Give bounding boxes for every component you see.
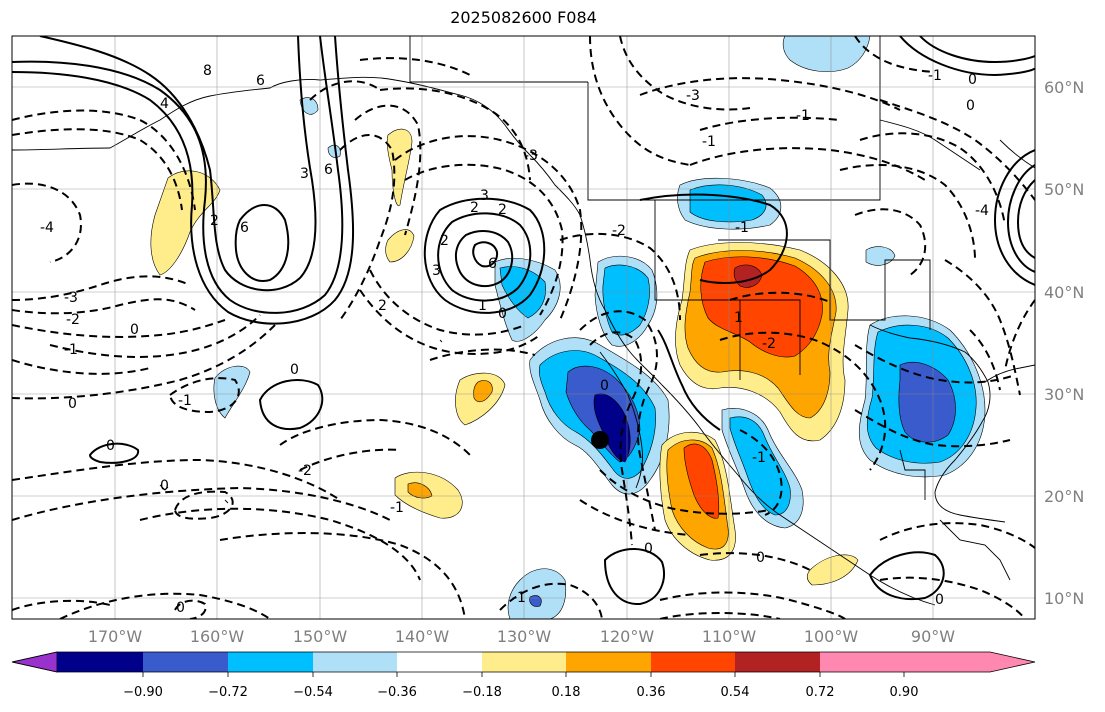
contour-label: 3 bbox=[300, 166, 309, 182]
contour-label: 2 bbox=[210, 213, 219, 229]
colorbar-segment bbox=[397, 652, 482, 672]
contour-label: -3 bbox=[524, 148, 538, 164]
contour-label: 0 bbox=[290, 362, 299, 378]
colorbar-tick-label: −0.36 bbox=[377, 685, 417, 700]
colorbar-tick-label: −0.90 bbox=[123, 685, 163, 700]
coastlines bbox=[12, 36, 1035, 606]
latitude-axis: 60°N 50°N 40°N 30°N 20°N 10°N bbox=[1044, 78, 1084, 608]
map-title: 2025082600 F084 bbox=[450, 8, 597, 27]
contour-label: 2 bbox=[498, 202, 507, 218]
contour-label: 6 bbox=[324, 162, 333, 178]
contour-label: 2 bbox=[378, 298, 387, 314]
lon-label: 120°W bbox=[600, 627, 655, 646]
contour-label: -1 bbox=[64, 342, 78, 358]
colorbar-segment bbox=[482, 652, 566, 672]
colorbar-tick-label: −0.18 bbox=[462, 685, 502, 700]
contour-label: 0 bbox=[968, 72, 977, 88]
contour-label: 0 bbox=[644, 541, 653, 557]
lon-label: 150°W bbox=[293, 627, 348, 646]
contour-label: -3 bbox=[64, 290, 78, 306]
contour-label: -4 bbox=[40, 220, 54, 236]
lat-label: 30°N bbox=[1044, 385, 1084, 404]
positive-contours bbox=[12, 36, 1035, 606]
contour-label: 0 bbox=[68, 396, 77, 412]
colorbar-tick-label: −0.72 bbox=[208, 685, 248, 700]
colorbar-segment bbox=[566, 652, 651, 672]
negative-contours bbox=[12, 36, 1035, 619]
lon-label: 140°W bbox=[395, 627, 450, 646]
storm-center-marker bbox=[591, 431, 609, 449]
lon-label: 160°W bbox=[190, 627, 245, 646]
contour-label: 3 bbox=[432, 263, 441, 279]
contour-label: -4 bbox=[975, 203, 989, 219]
contour-label: 0 bbox=[935, 592, 944, 608]
colorbar-tick-label: 0.36 bbox=[637, 685, 666, 700]
contour-label: -1 bbox=[752, 450, 766, 466]
contour-label: 0 bbox=[498, 306, 507, 322]
colorbar-segment bbox=[313, 652, 397, 672]
gridlines bbox=[12, 36, 1035, 619]
contour-label: -2 bbox=[298, 463, 312, 479]
contour-label: 0 bbox=[160, 478, 169, 494]
lon-label: 110°W bbox=[702, 627, 757, 646]
lat-label: 50°N bbox=[1044, 180, 1084, 199]
lat-label: 10°N bbox=[1044, 589, 1084, 608]
map-border bbox=[11, 35, 1036, 620]
contour-label: 0 bbox=[600, 378, 609, 394]
lon-label: 130°W bbox=[497, 627, 552, 646]
contour-label: -2 bbox=[66, 312, 80, 328]
contour-label: 6 bbox=[488, 256, 497, 272]
lat-label: 20°N bbox=[1044, 487, 1084, 506]
contour-label: 2 bbox=[470, 200, 479, 216]
lat-label: 40°N bbox=[1044, 283, 1084, 302]
contour-label: -1 bbox=[178, 393, 192, 409]
longitude-axis: 170°W 160°W 150°W 140°W 130°W 120°W 110°… bbox=[88, 627, 955, 646]
contour-label: 6 bbox=[240, 220, 249, 236]
colorbar-segment bbox=[228, 652, 313, 672]
contour-label: 4 bbox=[160, 96, 169, 112]
contour-labels: 8 6 4 3 2 6 6 3 2 2 2 6 3 2 1 0 -3 -2 -1… bbox=[40, 63, 989, 616]
colorbar-tick-label: 0.18 bbox=[552, 685, 581, 700]
colorbar-extend-right bbox=[904, 652, 1035, 672]
contour-label: 0 bbox=[130, 322, 139, 338]
lat-label: 60°N bbox=[1044, 78, 1084, 97]
contour-label: 3 bbox=[480, 188, 489, 204]
colorbar-segment bbox=[820, 652, 904, 672]
colorbar-segment bbox=[143, 652, 228, 672]
contour-label: -1 bbox=[796, 108, 810, 124]
contour-label: -1 bbox=[390, 500, 404, 516]
lon-label: 170°W bbox=[88, 627, 143, 646]
contour-label: 8 bbox=[203, 63, 212, 79]
colorbar-segment bbox=[735, 652, 820, 672]
colorbar-tick-label: 0.72 bbox=[806, 685, 835, 700]
colorbar-tick-label: 0.90 bbox=[890, 685, 919, 700]
colorbar-tick-label: 0.54 bbox=[721, 685, 750, 700]
contour-label: 6 bbox=[256, 73, 265, 89]
colorbar-tick-label: −0.54 bbox=[293, 685, 333, 700]
contour-label: -2 bbox=[612, 223, 626, 239]
contour-label: 1 bbox=[478, 298, 487, 314]
colorbar-extend-left bbox=[11, 651, 58, 673]
contour-label: -1 bbox=[735, 220, 749, 236]
contour-label: 0 bbox=[106, 438, 115, 454]
lon-label: 90°W bbox=[911, 627, 955, 646]
colorbar: −0.90 −0.72 −0.54 −0.36 −0.18 0.18 0.36 … bbox=[11, 651, 1036, 700]
contour-label: 2 bbox=[440, 233, 449, 249]
contour-label: -1 bbox=[928, 68, 942, 84]
lon-label: 100°W bbox=[804, 627, 859, 646]
colorbar-segment bbox=[651, 652, 735, 672]
contour-label: -1 bbox=[702, 134, 716, 150]
contour-label: 1 bbox=[734, 310, 743, 326]
contour-label: -1 bbox=[512, 590, 526, 606]
contour-label: 0 bbox=[966, 98, 975, 114]
colorbar-segment bbox=[57, 652, 143, 672]
contour-label: -2 bbox=[762, 336, 776, 352]
contour-label: -3 bbox=[686, 88, 700, 104]
contour-label: 0 bbox=[176, 600, 185, 616]
contour-label: 0 bbox=[756, 550, 765, 566]
